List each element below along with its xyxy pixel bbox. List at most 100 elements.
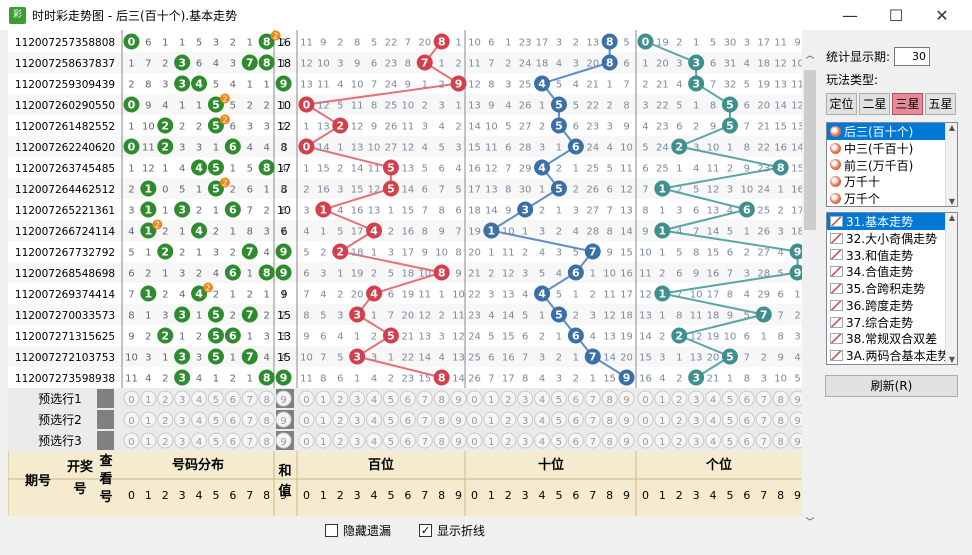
play-button-dingwei[interactable]: 定位 [826, 93, 857, 115]
miss-count: 3 [573, 206, 579, 217]
miss-count: 10 [502, 227, 515, 238]
preselect-ball [258, 390, 275, 407]
maximize-icon[interactable]: ☐ [888, 5, 904, 25]
play-button-erxing[interactable]: 二星 [859, 93, 890, 115]
list-scrollbar[interactable]: ▲ ▼ [945, 213, 957, 364]
trend-list[interactable]: 31.基本走势 32.大小奇偶走势 33.和值走势 34.合值走势 35.合跨积… [826, 212, 958, 365]
miss-count: 1 [337, 143, 343, 154]
ball-digit: 1 [320, 204, 328, 217]
list-item[interactable]: 38.常规双合双差 [827, 331, 957, 348]
position-list[interactable]: 后三(百十个) 中三(千百十) 前三(万千百) 万千十 万千个 ▲ ▼ [826, 122, 958, 207]
show-line-checkbox[interactable]: ✓ 显示折线 [419, 522, 485, 539]
miss-count: 31 [724, 59, 737, 70]
list-item[interactable]: 34.合值走势 [827, 263, 957, 280]
miss-count: 2 [162, 374, 168, 385]
miss-count: 19 [656, 38, 669, 49]
preselect-ball [123, 432, 140, 449]
digit-column-label: 1 [145, 489, 152, 502]
trend-grid: 112007257358808 16 112007258637837 18 112007… [8, 30, 802, 516]
list-item[interactable]: 3A.两码合基本走势 [827, 347, 957, 364]
miss-count: 2 [539, 332, 545, 343]
miss-count: 10 [724, 332, 737, 343]
hide-missing-checkbox[interactable]: 隐藏遗漏 [324, 522, 391, 539]
miss-count: 2 [337, 290, 343, 301]
miss-count: 15 [468, 143, 481, 154]
preselect-ball [157, 432, 174, 449]
hide-missing-box[interactable] [324, 523, 338, 537]
vertical-scrollbar[interactable]: ︿ ﹀ [802, 30, 818, 534]
ball-digit: 3 [178, 351, 186, 364]
scroll-down-icon[interactable]: ﹀ [805, 518, 815, 528]
scroll-up-icon[interactable]: ︿ [805, 51, 815, 61]
chevron-up-icon[interactable]: ▲ [948, 213, 956, 222]
miss-count: 10 [142, 122, 155, 133]
minimize-icon[interactable]: — [842, 5, 858, 25]
preselect-digit: 2 [505, 437, 511, 448]
miss-count: 8 [744, 374, 750, 385]
miss-count: 10 [351, 80, 364, 91]
digit-column-label: 6 [229, 489, 236, 502]
chevron-down-icon[interactable]: ▼ [948, 197, 956, 206]
preselect-digit: 6 [744, 437, 750, 448]
scroll-thumb[interactable] [804, 70, 816, 230]
digit-ball [174, 369, 191, 386]
list-item[interactable]: 万千十 [827, 173, 957, 190]
miss-count: 1 [522, 227, 528, 238]
miss-count: 13 [502, 290, 515, 301]
table-row [8, 52, 802, 73]
miss-count: 12 [620, 185, 633, 196]
miss-count: 10 [603, 269, 616, 280]
period-number: 112007273598938 [15, 373, 115, 385]
digit-column-label: 8 [606, 489, 613, 502]
play-button-wuxing[interactable]: 五星 [925, 93, 956, 115]
miss-count: 4 [606, 143, 612, 154]
list-item[interactable]: 36.跨度走势 [827, 297, 957, 314]
preselect-ball [755, 432, 772, 449]
list-scrollbar[interactable]: ▲ ▼ [945, 123, 957, 206]
list-item[interactable]: 32.大小奇偶走势 [827, 230, 957, 247]
miss-count: 3 [263, 122, 269, 133]
list-item[interactable]: 33.和值走势 [827, 247, 957, 264]
preselect-digit: 0 [471, 395, 477, 406]
repeat-badge [203, 282, 214, 293]
digit-column-label: 0 [128, 489, 135, 502]
list-item[interactable]: 中三(千百十) [827, 140, 957, 157]
refresh-button[interactable]: 刷新(R) [825, 375, 958, 397]
preselect-block [97, 431, 114, 450]
preselect-ball [534, 411, 551, 428]
period-stepper[interactable]: 30 [894, 47, 931, 66]
ball-digit: 6 [743, 204, 751, 217]
list-item[interactable]: 31.基本走势 [827, 213, 957, 230]
miss-count: 5 [337, 353, 343, 364]
digit-ball [349, 306, 366, 323]
chevron-up-icon[interactable]: ▲ [948, 123, 956, 132]
list-item[interactable]: 后三(百十个) [827, 123, 957, 140]
preselect-digit: 6 [573, 395, 579, 406]
preselect-digit: 5 [213, 437, 219, 448]
close-icon[interactable]: ✕ [935, 5, 949, 25]
list-item[interactable]: 前三(万千百) [827, 157, 957, 174]
play-button-sanxing[interactable]: 三星 [892, 93, 923, 115]
list-item[interactable]: 37.综合走势 [827, 314, 957, 331]
list-item[interactable]: 35.合跨积走势 [827, 280, 957, 297]
miss-count: 1 [505, 38, 511, 49]
period-number: 112007263745485 [15, 163, 115, 175]
miss-count: 15 [502, 332, 515, 343]
digit-ball [140, 222, 157, 239]
preselect-ball [123, 411, 140, 428]
miss-count: 2 [556, 227, 562, 238]
miss-count: 26 [519, 101, 532, 112]
period-number: 112007270033573 [15, 310, 115, 322]
repeat-badge [219, 177, 230, 188]
chevron-down-icon[interactable]: ▼ [948, 355, 956, 364]
list-item[interactable]: 万千个 [827, 190, 957, 206]
show-line-check-icon[interactable]: ✓ [419, 523, 432, 537]
miss-count: 3 [727, 185, 733, 196]
digit-ball [671, 138, 688, 155]
miss-count: 1 [247, 38, 253, 49]
miss-count: 11 [485, 143, 498, 154]
miss-count: 6 [280, 206, 286, 217]
digit-ball [382, 327, 399, 344]
miss-count: 2 [556, 353, 562, 364]
